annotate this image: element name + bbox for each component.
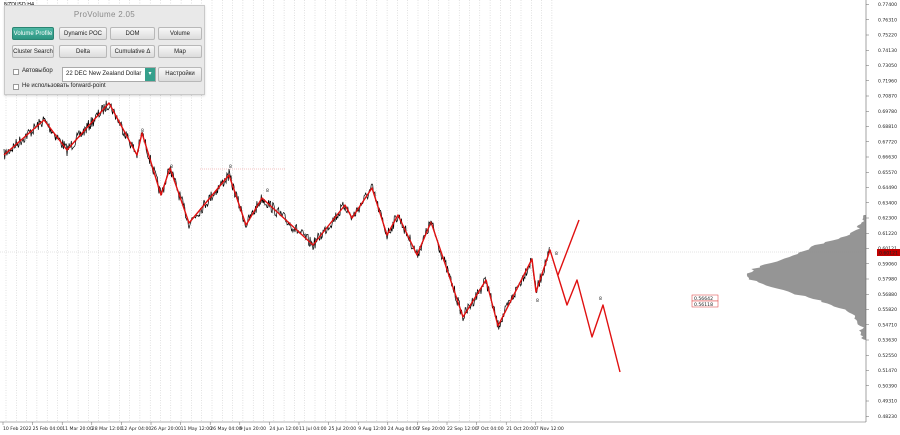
wave-marker: 8	[429, 221, 432, 227]
date-tick-label: 9 Aug 12:00	[358, 426, 386, 432]
wave-marker: 8	[555, 251, 558, 257]
date-tick-label: 26 Apr 20:00	[151, 426, 181, 432]
price-tick-label: 0.49310	[878, 399, 897, 405]
price-tick-label: 0.65570	[878, 170, 897, 176]
price-tick-label: 0.67720	[878, 139, 897, 145]
price-tick-label: 0.66630	[878, 155, 897, 161]
price-tick-label: 0.55820	[878, 307, 897, 313]
price-tick-label: 0.74130	[878, 48, 897, 54]
forward-point-checkbox[interactable]	[13, 84, 19, 90]
price-tag: 0.56118	[694, 302, 713, 308]
price-tag: 0.56642	[694, 296, 713, 302]
price-tick-label: 0.61220	[878, 231, 897, 237]
volume-profile	[746, 215, 866, 340]
price-tick-label: 0.64490	[878, 185, 897, 191]
price-tick-label: 0.63400	[878, 200, 897, 206]
chevron-down-icon[interactable]: ▾	[145, 68, 155, 81]
price-axis-bg	[866, 0, 900, 435]
price-tick-label: 0.50390	[878, 383, 897, 389]
date-tick-label: 11 Jul 04:00	[299, 426, 327, 432]
current-price-label: 0.60121	[879, 251, 898, 257]
price-tick-label: 0.69780	[878, 109, 897, 115]
wave-marker: 8	[229, 164, 232, 170]
price-tags: 0.56642 0.56118	[691, 294, 719, 308]
wave-line	[3, 102, 621, 373]
date-tick-label: 12 Apr 04:00	[121, 426, 151, 432]
price-tick-label: 0.52550	[878, 353, 897, 359]
date-tick-label: 7 Nov 12:00	[536, 426, 564, 432]
price-tick-label: 0.48230	[878, 414, 897, 420]
date-tick-label: 22 Sep 12:00	[447, 426, 478, 432]
instrument-value: 22 DEC New Zealand Dollar	[66, 71, 142, 77]
dom-button[interactable]: DOM	[110, 27, 155, 40]
provolume-panel: ProVolume 2.05 Volume Profile Dynamic PO…	[4, 5, 205, 95]
date-tick-label: 25 Jul 20:00	[329, 426, 357, 432]
date-tick-label: 24 Aug 04:00	[388, 426, 419, 432]
instrument-select[interactable]: 22 DEC New Zealand Dollar ▾	[62, 67, 156, 82]
price-tick-label: 0.62300	[878, 216, 897, 222]
date-tick-label: 26 May 04:00	[210, 426, 242, 432]
cumulative-delta-button[interactable]: Cumulative Δ	[110, 45, 155, 58]
date-tick-label: 24 Jun 12:00	[269, 426, 298, 432]
settings-button[interactable]: Настройки	[158, 67, 202, 82]
price-tick-label: 0.57980	[878, 277, 897, 283]
wave-marker: 8	[141, 128, 144, 134]
cluster-search-button[interactable]: Cluster Search	[12, 45, 54, 58]
price-tick-label: 0.53630	[878, 338, 897, 344]
date-tick-label: 9 Jun 20:00	[240, 426, 266, 432]
delta-button[interactable]: Delta	[59, 45, 107, 58]
autoselect-checkbox[interactable]	[13, 69, 19, 75]
price-tick-label: 0.56880	[878, 292, 897, 298]
date-tick-label: 25 Feb 04:00	[33, 426, 63, 432]
volume-profile-button[interactable]: Volume Profile	[12, 27, 54, 40]
price-tick-label: 0.70870	[878, 94, 897, 100]
date-tick-label: 28 Mar 12:00	[92, 426, 123, 432]
autoselect-label: Автовыбор	[22, 68, 53, 74]
dynamic-poc-button[interactable]: Dynamic POC	[59, 27, 107, 40]
date-tick-label: 10 Feb 2022	[3, 426, 32, 432]
price-series	[3, 100, 550, 330]
price-tick-label: 0.54710	[878, 322, 897, 328]
wave-markers: 8 8 8 8 8 8 8 8	[141, 128, 602, 304]
current-price-box	[877, 249, 900, 256]
map-button[interactable]: Map	[158, 45, 202, 58]
volume-button[interactable]: Volume	[158, 27, 202, 40]
price-tick-label: 0.75220	[878, 33, 897, 39]
forward-point-label: Не использовать forward-point	[22, 83, 106, 89]
wave-marker: 8	[266, 188, 269, 194]
wave-marker: 8	[170, 164, 173, 170]
price-tick-label: 0.51470	[878, 368, 897, 374]
price-tick-label: 0.73050	[878, 63, 897, 69]
panel-title: ProVolume 2.05	[73, 10, 136, 19]
price-tick-label: 0.76310	[878, 17, 897, 23]
price-tick-label: 0.59060	[878, 261, 897, 267]
date-tick-label: 7 Sep 20:00	[417, 426, 445, 432]
date-tick-label: 21 Oct 20:00	[506, 426, 536, 432]
wave-marker: 8	[536, 298, 539, 304]
date-tick-label: 11 May 12:00	[181, 426, 213, 432]
date-tick-label: 7 Oct 04:00	[477, 426, 504, 432]
date-tick-label: 11 Mar 20:00	[62, 426, 93, 432]
price-tick-label: 0.71960	[878, 78, 897, 84]
price-tick-label: 0.77400	[878, 2, 897, 8]
wave-marker: 8	[599, 296, 602, 302]
price-tick-label: 0.68810	[878, 124, 897, 130]
